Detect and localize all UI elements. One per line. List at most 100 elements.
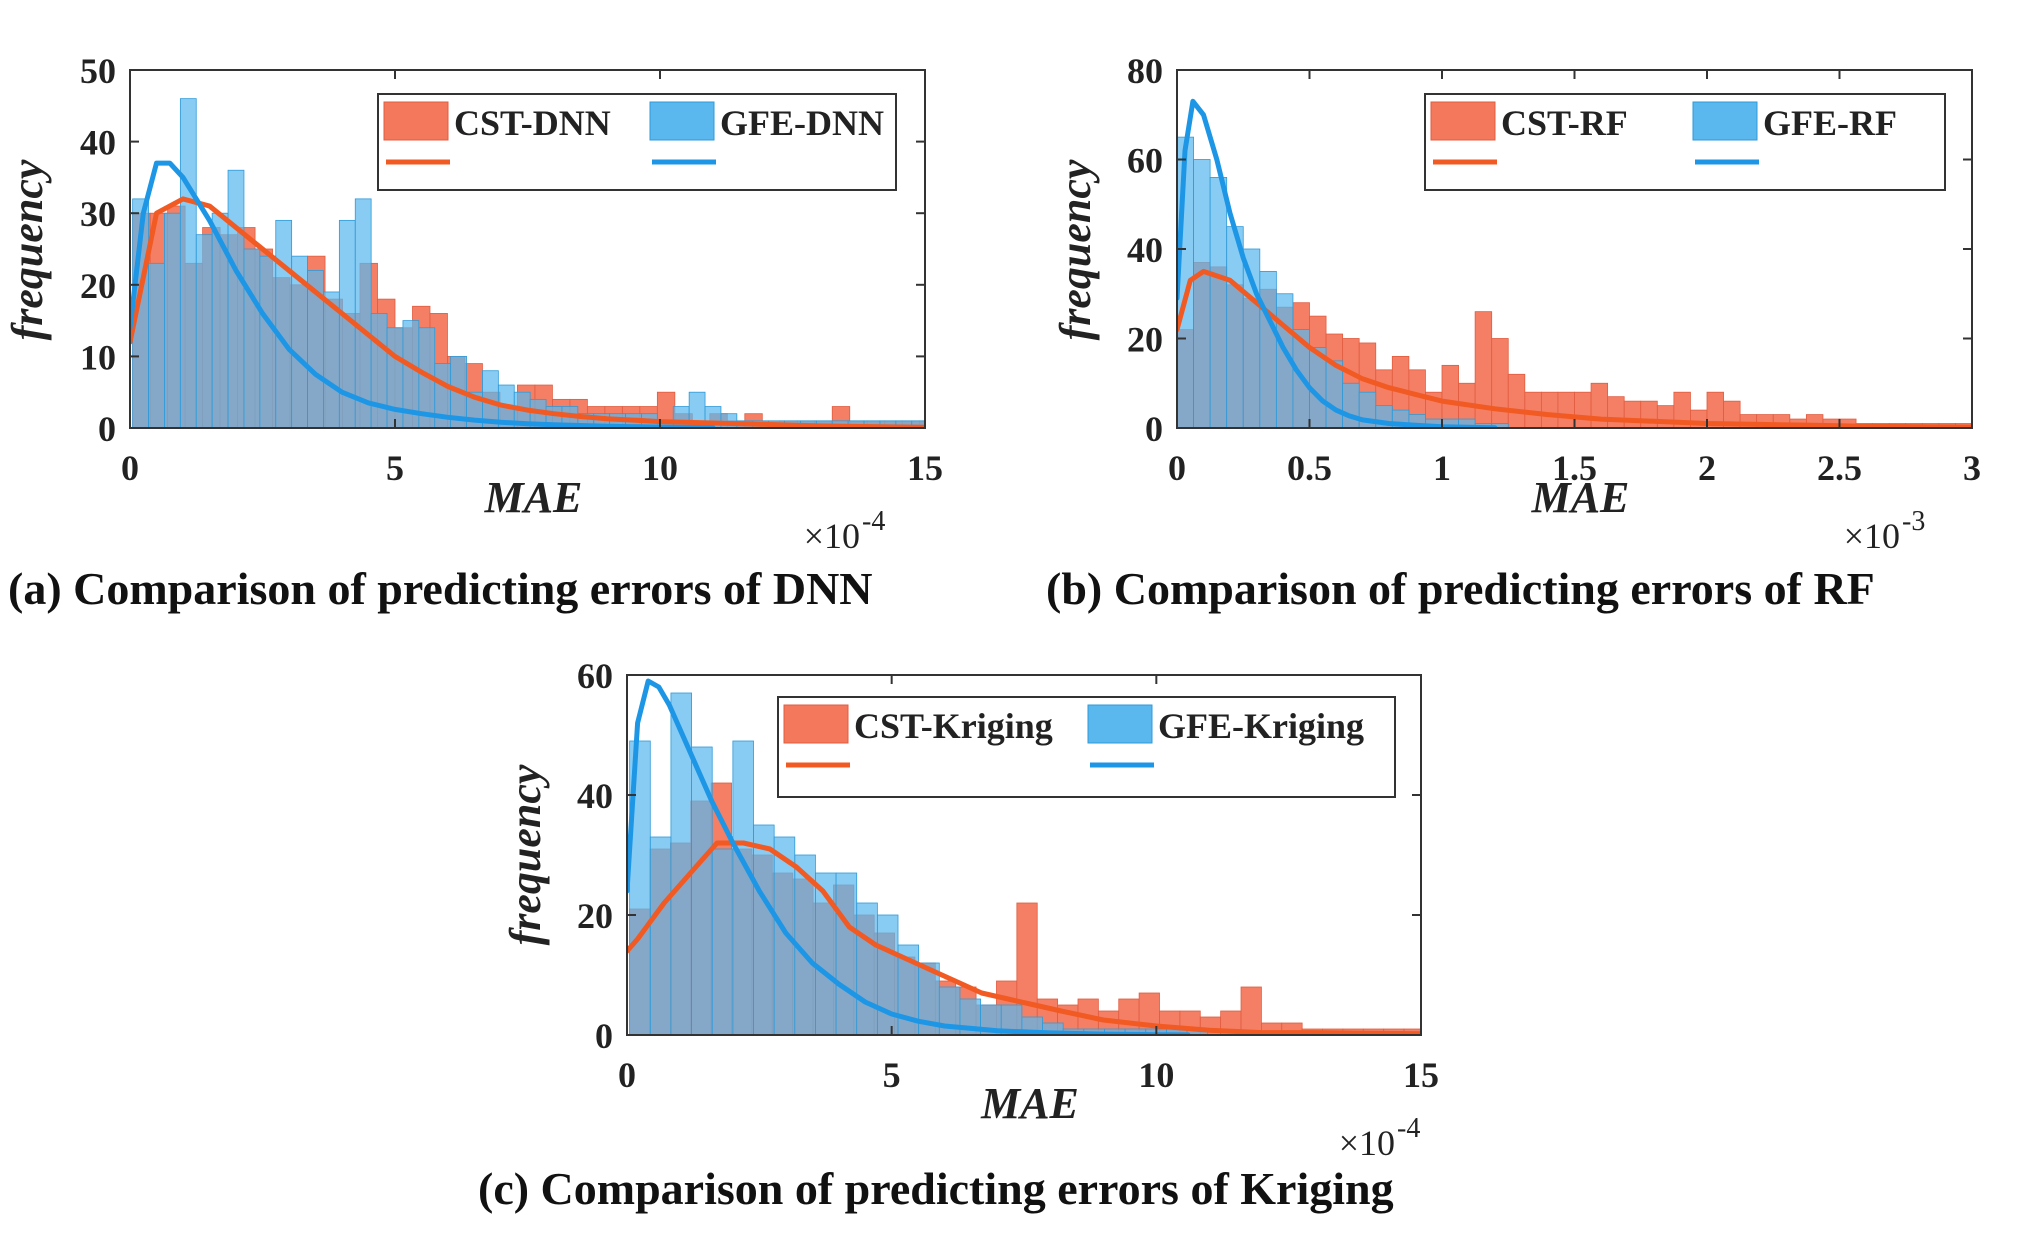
bar-b-gfe-1 — [1193, 159, 1211, 428]
bar-a-gfe-3 — [179, 98, 197, 428]
xtick-label-a-0: 0 — [121, 448, 139, 488]
bar-b-cst-18 — [1474, 311, 1493, 428]
ytick-label-a-3: 30 — [80, 194, 116, 234]
legend-swatch-c-gfe — [1087, 704, 1153, 744]
ytick-label-b-0: 0 — [1145, 409, 1163, 449]
xtick-label-b-3: 1.5 — [1552, 448, 1597, 488]
bar-c-gfe-11 — [856, 902, 878, 1035]
bar-b-cst-24 — [1574, 391, 1592, 428]
legend-label-b-cst: CST-RF — [1501, 103, 1628, 143]
bar-b-cst-29 — [1656, 405, 1675, 428]
plot-area-b — [1177, 98, 1972, 428]
xtick-label-b-5: 2.5 — [1817, 448, 1862, 488]
legend-a: CST-DNN GFE-DNN — [377, 93, 897, 191]
caption-c: (c) Comparison of predicting errors of K… — [478, 1163, 1394, 1214]
bar-a-gfe-4 — [195, 234, 213, 428]
xtick-label-c-1: 5 — [883, 1055, 901, 1095]
xtick-label-a-2: 10 — [642, 448, 678, 488]
bar-b-cst-27 — [1623, 400, 1642, 428]
legend-c: CST-Kriging GFE-Kriging — [777, 696, 1396, 798]
bar-b-cst-16 — [1441, 364, 1459, 428]
bar-b-gfe-10 — [1342, 382, 1360, 428]
fit-line-c-gfe — [627, 678, 1191, 1035]
legend-label-c-cst: CST-Kriging — [854, 706, 1053, 746]
bar-a-gfe-1 — [148, 262, 165, 428]
xtick-label-b-1: 0.5 — [1287, 448, 1332, 488]
bar-a-gfe-14 — [354, 198, 372, 428]
xtick-label-b-6: 3 — [1963, 448, 1981, 488]
bar-a-gfe-16 — [386, 327, 404, 428]
ytick-label-a-0: 0 — [98, 409, 116, 449]
bar-b-gfe-9 — [1325, 360, 1344, 428]
fit-line-a-cst — [130, 196, 925, 428]
bar-c-cst-30 — [1240, 986, 1262, 1035]
bar-b-gfe-2 — [1209, 176, 1228, 428]
legend-swatch-a-gfe — [649, 101, 715, 141]
axes-box-a — [129, 69, 926, 429]
bar-a-gfe-6 — [227, 169, 245, 428]
bar-b-cst-28 — [1640, 400, 1658, 428]
legend-label-c-gfe: GFE-Kriging — [1158, 706, 1364, 746]
ytick-label-c-3: 60 — [577, 656, 613, 696]
x-axis-label-b: MAE — [1531, 473, 1630, 522]
legend-swatch-c-cst — [783, 704, 849, 744]
xtick-label-c-0: 0 — [618, 1055, 636, 1095]
xtick-label-a-1: 5 — [386, 448, 404, 488]
xtick-label-b-2: 1 — [1433, 448, 1451, 488]
x-exponent-b: -3 — [1902, 506, 1925, 537]
x-multiplier-c: ×10 — [1339, 1123, 1395, 1163]
bar-a-cst-46 — [937, 421, 954, 428]
ytick-label-b-3: 60 — [1127, 141, 1163, 181]
bar-a-gfe-50 — [928, 421, 944, 428]
fit-line-b-gfe — [1177, 98, 1498, 428]
legend-label-a-gfe: GFE-DNN — [720, 103, 884, 143]
ytick-label-c-0: 0 — [595, 1016, 613, 1056]
legend-label-b-gfe: GFE-RF — [1763, 103, 1897, 143]
bar-c-gfe-4 — [711, 848, 734, 1035]
bar-c-gfe-6 — [753, 824, 775, 1035]
bar-b-cst-19 — [1491, 338, 1509, 428]
x-multiplier-a: ×10 — [804, 516, 860, 556]
bar-a-cst-47 — [955, 421, 972, 428]
bar-c-cst-39 — [1424, 1029, 1444, 1035]
caption-b: (b) Comparison of predicting errors of R… — [1046, 563, 1875, 614]
fit-line-c-cst — [627, 840, 1421, 1035]
bar-a-gfe-8 — [259, 255, 277, 428]
y-axis-label-b: frequency — [1051, 159, 1100, 340]
ytick-label-b-4: 80 — [1127, 51, 1163, 91]
y-axis-label-c: frequency — [501, 764, 550, 945]
bar-b-cst-22 — [1540, 391, 1559, 428]
ytick-label-a-1: 10 — [80, 337, 116, 377]
bar-b-gfe-5 — [1259, 270, 1277, 428]
panel-c: 0 20 40 60 0 5 10 15 MAE frequency ×10 -4 CST-Krigin… — [501, 656, 1444, 1163]
bar-a-gfe-2 — [164, 212, 181, 428]
x-exponent-c: -4 — [1397, 1113, 1420, 1144]
ytick-label-a-2: 20 — [80, 266, 116, 306]
bar-c-gfe-10 — [835, 872, 858, 1035]
legend-label-a-cst: CST-DNN — [454, 103, 611, 143]
ytick-label-b-2: 40 — [1127, 230, 1163, 270]
x-multiplier-b: ×10 — [1844, 516, 1900, 556]
ytick-label-c-1: 20 — [577, 896, 613, 936]
ytick-label-a-4: 40 — [80, 123, 116, 163]
legend-b: CST-RF GFE-RF — [1424, 93, 1946, 191]
bar-a-cst-52 — [1042, 421, 1059, 428]
fit-line-b-cst — [1177, 268, 1972, 428]
bar-c-gfe-1 — [649, 836, 672, 1035]
bar-b-cst-23 — [1557, 391, 1575, 428]
plot-area-a — [130, 98, 1059, 428]
x-exponent-a: -4 — [862, 506, 885, 537]
y-axis-label-a: frequency — [3, 159, 52, 340]
legend-swatch-b-gfe — [1692, 101, 1758, 141]
bar-a-gfe-9 — [275, 219, 293, 428]
ytick-label-a-5: 50 — [80, 51, 116, 91]
bar-a-gfe-7 — [243, 248, 261, 428]
legend-swatch-a-cst — [383, 101, 449, 141]
xtick-label-b-0: 0 — [1168, 448, 1186, 488]
x-axis-label-c: MAE — [980, 1079, 1079, 1128]
bar-a-cst-51 — [1025, 421, 1042, 428]
panel-a: 0 10 20 30 40 50 0 5 10 15 MAE frequency ×10 -4 CST-DN… — [3, 51, 1059, 556]
xtick-label-a-3: 15 — [907, 448, 943, 488]
xtick-label-b-4: 2 — [1698, 448, 1716, 488]
